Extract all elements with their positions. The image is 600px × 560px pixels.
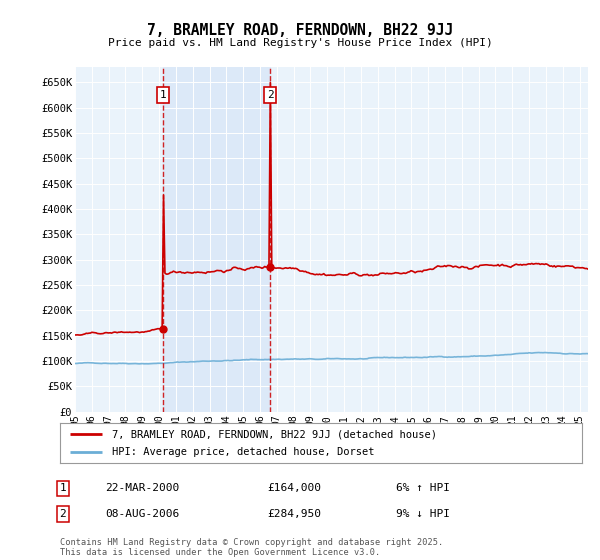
Text: HPI: Average price, detached house, Dorset: HPI: Average price, detached house, Dors…	[112, 447, 374, 457]
Point	[265, 263, 275, 272]
Text: 7, BRAMLEY ROAD, FERNDOWN, BH22 9JJ (detached house): 7, BRAMLEY ROAD, FERNDOWN, BH22 9JJ (det…	[112, 429, 437, 439]
Bar	[163, 67, 270, 412]
Text: 1: 1	[59, 483, 67, 493]
Text: 2: 2	[267, 90, 274, 100]
Text: 22-MAR-2000: 22-MAR-2000	[105, 483, 179, 493]
Text: 9% ↓ HPI: 9% ↓ HPI	[396, 509, 450, 519]
Text: Price paid vs. HM Land Registry's House Price Index (HPI): Price paid vs. HM Land Registry's House …	[107, 38, 493, 48]
Text: £284,950: £284,950	[267, 509, 321, 519]
Text: Contains HM Land Registry data © Crown copyright and database right 2025.
This d: Contains HM Land Registry data © Crown c…	[60, 538, 443, 557]
Text: 6% ↑ HPI: 6% ↑ HPI	[396, 483, 450, 493]
Text: 7, BRAMLEY ROAD, FERNDOWN, BH22 9JJ: 7, BRAMLEY ROAD, FERNDOWN, BH22 9JJ	[147, 23, 453, 38]
Point	[158, 324, 168, 333]
Text: 2: 2	[59, 509, 67, 519]
Text: £164,000: £164,000	[267, 483, 321, 493]
Text: 08-AUG-2006: 08-AUG-2006	[105, 509, 179, 519]
Text: 1: 1	[160, 90, 166, 100]
